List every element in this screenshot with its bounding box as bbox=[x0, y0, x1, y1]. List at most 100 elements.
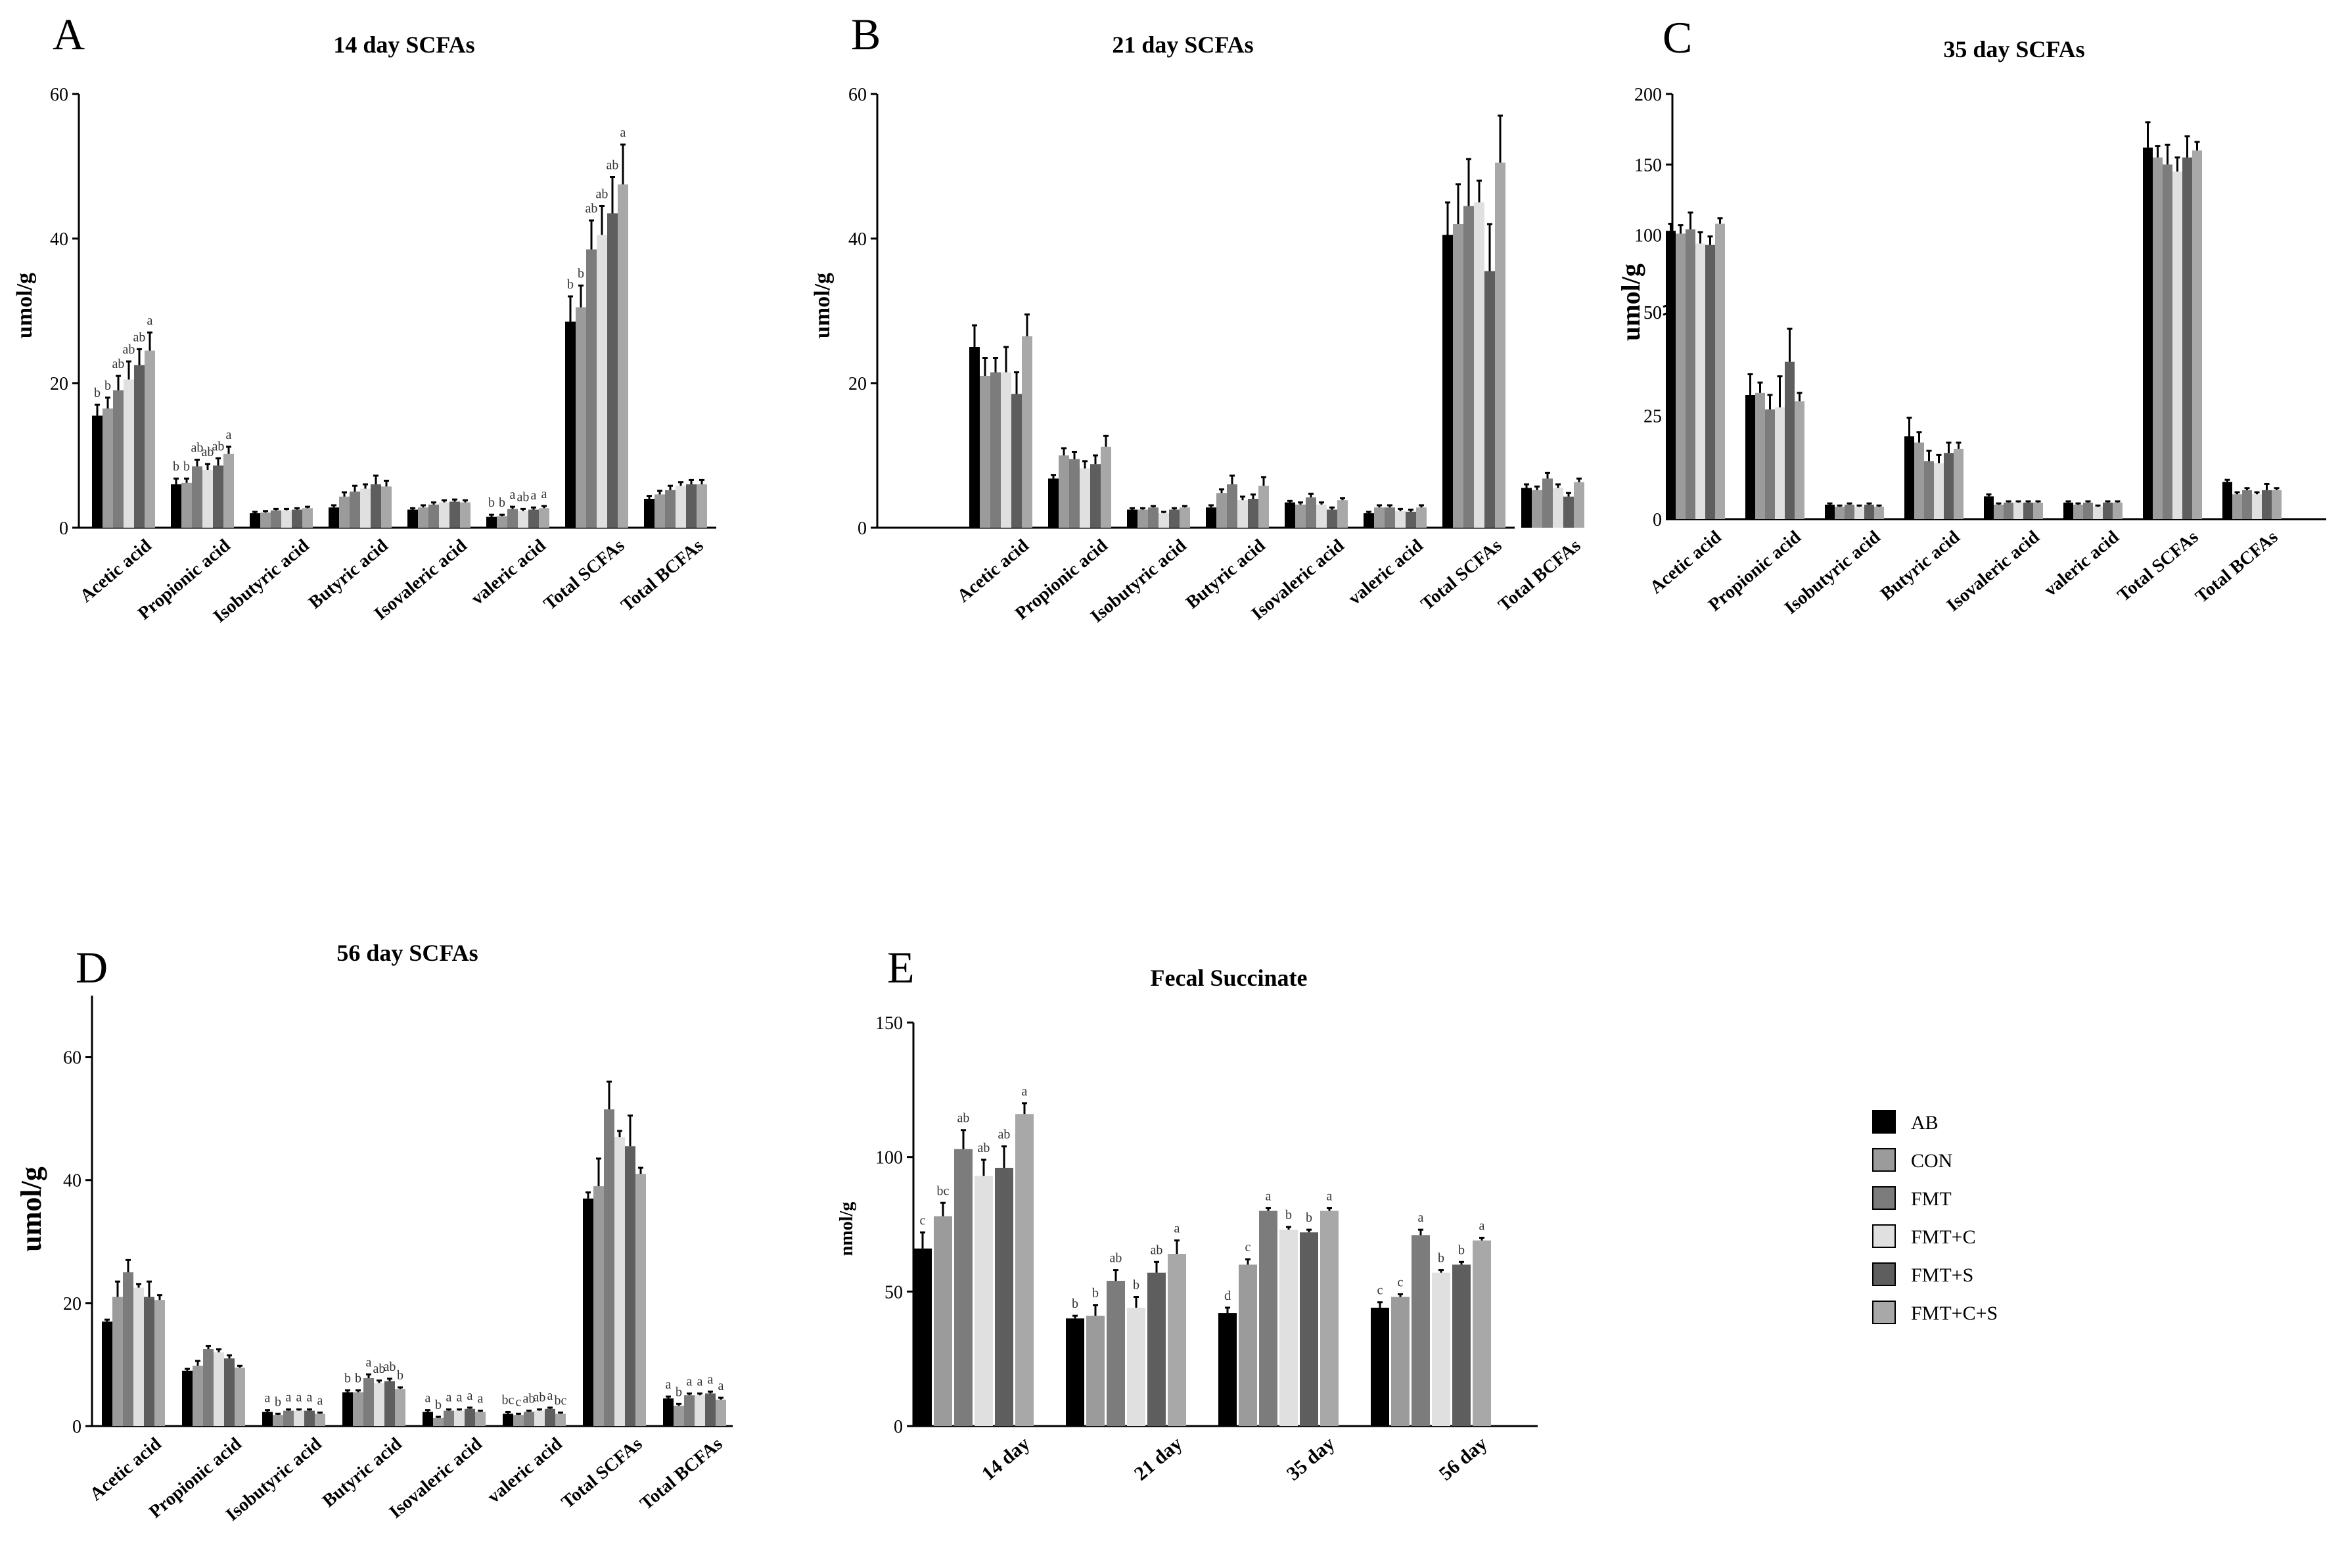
significance-label: b bbox=[1306, 1211, 1312, 1225]
bar-isovaleric-acid-fmt-c-s bbox=[475, 1412, 486, 1426]
bar-butyric-acid-fmt-c bbox=[360, 488, 371, 528]
y-tick-label: 25 bbox=[1643, 407, 1662, 427]
significance-label: a bbox=[547, 1389, 553, 1403]
bar-isobutyric-acid-fmt-c-s bbox=[1874, 507, 1884, 519]
significance-label: ab bbox=[534, 1391, 546, 1405]
significance-label: ab bbox=[1110, 1251, 1122, 1266]
bar-isovaleric-acid-fmt-c bbox=[2013, 502, 2023, 519]
y-tick-label: 100 bbox=[875, 1148, 903, 1168]
bar-acetic-acid-fmt-c bbox=[124, 379, 134, 528]
bar-butyric-acid-con bbox=[339, 496, 350, 528]
bar-valeric-acid-fmt bbox=[524, 1412, 534, 1426]
bar-butyric-acid-fmt-c bbox=[374, 1383, 384, 1426]
bar-35-day-fmt-s bbox=[1300, 1232, 1318, 1426]
x-category-label: 56 day bbox=[1435, 1433, 1492, 1485]
significance-label: a bbox=[226, 428, 232, 442]
x-category-label: valeric acid bbox=[484, 1433, 566, 1507]
bar-butyric-acid-ab bbox=[1904, 436, 1914, 519]
significance-label: a bbox=[296, 1391, 302, 1405]
legend-label-fmt-c: FMT+C bbox=[1911, 1226, 1976, 1248]
bar-valeric-acid-con bbox=[513, 1415, 524, 1426]
bar-total-bcfas-fmt-c-s bbox=[1574, 482, 1584, 528]
significance-label: b bbox=[104, 379, 111, 393]
significance-label: a bbox=[531, 488, 537, 503]
bar-total-scfas-fmt bbox=[2163, 164, 2172, 520]
bar-valeric-acid-fmt bbox=[1385, 507, 1395, 528]
x-category-label: Total BCFAs bbox=[1494, 536, 1584, 616]
bar-acetic-acid-fmt-c bbox=[1001, 372, 1011, 528]
bar-isobutyric-acid-ab bbox=[250, 513, 260, 528]
bar-acetic-acid-ab bbox=[102, 1321, 112, 1426]
x-category-label: Acetic acid bbox=[86, 1433, 166, 1504]
significance-label: ab bbox=[1151, 1243, 1163, 1257]
significance-label: b bbox=[1438, 1251, 1444, 1266]
bar-butyric-acid-fmt-c-s bbox=[1258, 486, 1269, 528]
x-category-label: Butyric acid bbox=[319, 1433, 406, 1511]
bar-isovaleric-acid-fmt-s bbox=[449, 501, 460, 528]
bar-isovaleric-acid-con bbox=[418, 507, 428, 528]
bar-valeric-acid-fmt-c-s bbox=[555, 1414, 566, 1426]
bar-acetic-acid-fmt-c-s bbox=[154, 1300, 165, 1426]
significance-label: a bbox=[366, 1355, 372, 1370]
y-tick-label: 60 bbox=[50, 85, 68, 105]
bar-isovaleric-acid-ab bbox=[423, 1412, 433, 1426]
legend-label-con: CON bbox=[1911, 1150, 1952, 1172]
bar-total-bcfas-fmt-c bbox=[676, 486, 686, 528]
bar-total-bcfas-fmt bbox=[1542, 478, 1553, 528]
bar-total-bcfas-con bbox=[2232, 494, 2242, 519]
x-category-label: 35 day bbox=[1283, 1433, 1339, 1485]
bar-isobutyric-acid-ab bbox=[1127, 509, 1137, 528]
bar-acetic-acid-fmt-c bbox=[1695, 243, 1705, 519]
bar-isobutyric-acid-fmt-c bbox=[1159, 513, 1169, 528]
bar-propionic-acid-fmt bbox=[1069, 459, 1080, 528]
y-tick-label: 60 bbox=[63, 1048, 81, 1069]
significance-label: a bbox=[478, 1392, 484, 1406]
significance-label: b bbox=[173, 459, 179, 474]
y-tick-label: 0 bbox=[72, 1417, 81, 1437]
bar-isovaleric-acid-con bbox=[433, 1418, 444, 1426]
bar-isovaleric-acid-fmt bbox=[444, 1410, 454, 1426]
significance-label: a bbox=[1327, 1189, 1333, 1203]
significance-label: b bbox=[578, 267, 584, 281]
bar-35-day-fmt-c-s bbox=[1320, 1211, 1339, 1426]
panel-c-title: 35 day SCFAs bbox=[1943, 36, 2084, 62]
panel-letter-a: A bbox=[53, 9, 85, 59]
bar-21-day-con bbox=[1086, 1316, 1105, 1426]
significance-label: a bbox=[1022, 1084, 1028, 1099]
bar-56-day-fmt-s bbox=[1452, 1264, 1471, 1426]
significance-label: c bbox=[516, 1395, 522, 1409]
bar-butyric-acid-fmt-s bbox=[1248, 499, 1258, 528]
bar-isobutyric-acid-fmt bbox=[271, 510, 281, 528]
bar-propionic-acid-ab bbox=[1048, 478, 1059, 528]
bar-acetic-acid-fmt bbox=[1686, 229, 1695, 519]
significance-label: ab bbox=[517, 490, 530, 504]
bar-propionic-acid-fmt-s bbox=[1090, 464, 1101, 528]
bar-propionic-acid-fmt-s bbox=[213, 465, 223, 528]
bar-valeric-acid-fmt bbox=[507, 509, 518, 528]
significance-label: ab bbox=[586, 202, 598, 216]
bar-propionic-acid-con bbox=[193, 1366, 203, 1426]
significance-label: a bbox=[510, 488, 516, 502]
bar-isovaleric-acid-fmt bbox=[1306, 497, 1316, 528]
bar-isobutyric-acid-con bbox=[1137, 509, 1148, 528]
bar-valeric-acid-fmt-c bbox=[518, 511, 528, 528]
bar-butyric-acid-con bbox=[1216, 493, 1227, 528]
bar-total-bcfas-fmt-c bbox=[2252, 494, 2262, 519]
significance-label: ab bbox=[212, 439, 225, 453]
bar-isovaleric-acid-fmt-s bbox=[465, 1408, 475, 1426]
bar-butyric-acid-con bbox=[1914, 442, 1924, 519]
bar-total-bcfas-fmt-c-s bbox=[716, 1399, 726, 1426]
significance-label: ab bbox=[384, 1360, 396, 1374]
legend-label-fmt-c-s: FMT+C+S bbox=[1911, 1303, 1998, 1324]
bar-isovaleric-acid-fmt-c-s bbox=[1337, 500, 1348, 528]
bar-21-day-fmt-c-s bbox=[1168, 1254, 1186, 1426]
significance-label: ab bbox=[957, 1111, 970, 1126]
y-tick-label: 150 bbox=[1634, 155, 1662, 175]
panel-c-ylabel: umol/g bbox=[1616, 264, 1645, 341]
bar-total-scfas-fmt-s bbox=[607, 213, 618, 528]
panel-letter-e: E bbox=[887, 942, 915, 992]
significance-label: a bbox=[317, 1393, 323, 1408]
bar-propionic-acid-fmt bbox=[203, 1349, 214, 1426]
bar-total-scfas-fmt-s bbox=[2182, 157, 2192, 520]
bar-14-day-ab bbox=[913, 1248, 932, 1426]
